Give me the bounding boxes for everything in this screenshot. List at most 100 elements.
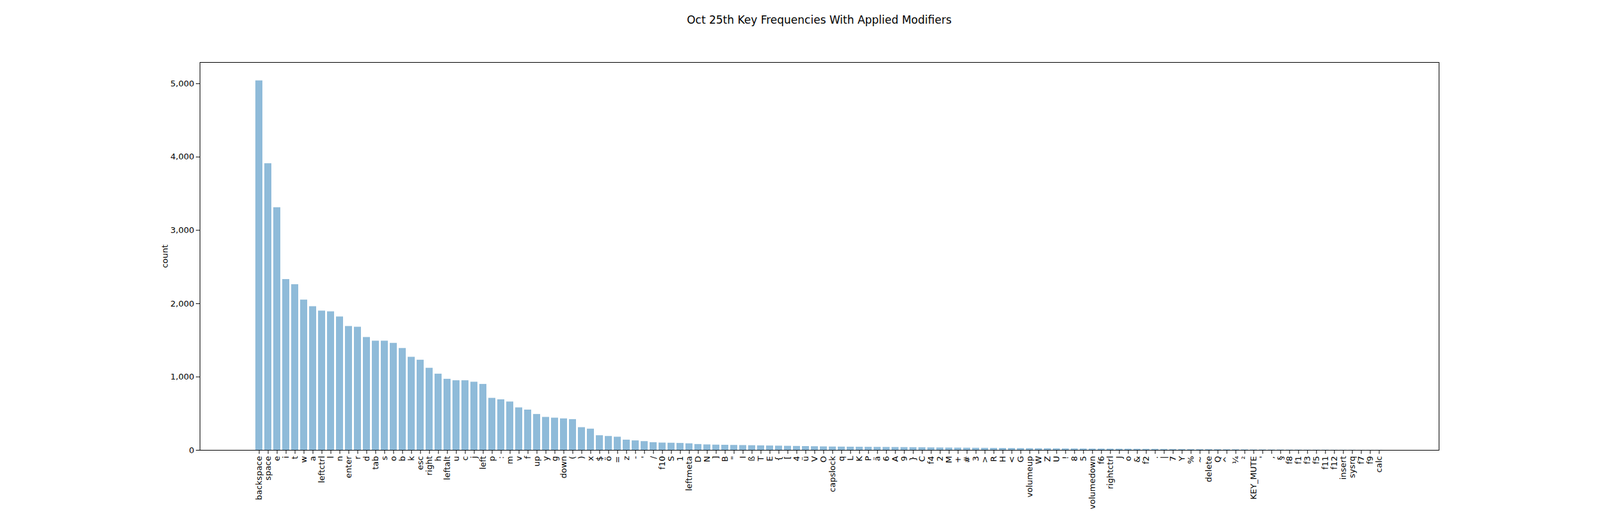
svg-text:volumeup: volumeup <box>1024 456 1035 498</box>
svg-text:P: P <box>863 455 873 461</box>
svg-text:f12: f12 <box>1329 456 1339 470</box>
svg-text:}: } <box>908 456 918 462</box>
svg-text:': ' <box>1257 456 1268 459</box>
svg-text:y: y <box>540 455 551 461</box>
svg-text:J: J <box>1114 456 1124 460</box>
svg-text:leftctrl: leftctrl <box>316 456 327 484</box>
svg-text::: : <box>496 456 506 459</box>
svg-text:f2: f2 <box>1141 456 1151 465</box>
svg-text:D: D <box>693 456 703 463</box>
svg-text:,: , <box>1266 456 1277 459</box>
svg-text:): ) <box>576 456 587 460</box>
svg-text:(: ( <box>567 456 578 460</box>
svg-text:Z: Z <box>1042 455 1053 462</box>
svg-text:I: I <box>737 456 748 459</box>
svg-text:g: g <box>549 456 560 462</box>
svg-text:5: 5 <box>1078 456 1088 462</box>
svg-text:f3: f3 <box>1302 456 1312 465</box>
svg-text:K: K <box>854 455 864 462</box>
svg-text:e: e <box>272 456 282 462</box>
svg-text:]: ] <box>711 456 721 460</box>
svg-text:r: r <box>352 455 363 460</box>
svg-text:T: T <box>755 455 766 462</box>
svg-text:d: d <box>361 456 372 462</box>
svg-text:#: # <box>961 456 972 464</box>
svg-text:1: 1 <box>675 456 685 462</box>
svg-text:f5: f5 <box>1311 456 1321 465</box>
svg-text:ß: ß <box>746 456 757 462</box>
svg-text:h: h <box>433 456 443 462</box>
svg-text:²: ² <box>1239 456 1250 460</box>
svg-text:right: right <box>424 456 434 477</box>
svg-text:O: O <box>818 456 829 463</box>
svg-text:f10: f10 <box>657 456 667 470</box>
svg-text:S: S <box>666 456 676 462</box>
svg-text:n: n <box>334 456 345 462</box>
svg-text:capslock: capslock <box>827 455 838 493</box>
svg-text:esc: esc <box>415 456 425 471</box>
svg-text:8: 8 <box>1069 456 1080 462</box>
svg-text:$: $ <box>594 456 605 462</box>
svg-text:z: z <box>621 455 632 461</box>
svg-text:%: % <box>1185 456 1196 464</box>
svg-text:{: { <box>773 456 784 462</box>
svg-text:7: 7 <box>1168 456 1178 462</box>
svg-text:enter: enter <box>343 455 354 479</box>
svg-text:calc: calc <box>1374 456 1384 473</box>
svg-text:j: j <box>469 456 479 460</box>
svg-text:up: up <box>531 456 542 468</box>
svg-text:A: A <box>890 455 900 462</box>
svg-text:[: [ <box>782 456 793 460</box>
svg-text:u: u <box>451 456 461 462</box>
svg-text:5,000: 5,000 <box>170 78 194 89</box>
svg-text:ä: ä <box>872 456 882 462</box>
svg-text:f7: f7 <box>1356 456 1366 465</box>
svg-text:f: f <box>522 455 533 459</box>
svg-text:+: + <box>952 456 963 464</box>
svg-text:count: count <box>160 244 170 269</box>
svg-text:w: w <box>298 455 309 463</box>
svg-text:<: < <box>1006 456 1017 464</box>
svg-text:&: & <box>1132 456 1142 463</box>
svg-text:c: c <box>460 456 470 461</box>
svg-text:tab: tab <box>370 456 381 470</box>
svg-text:¼: ¼ <box>1230 455 1241 464</box>
svg-text:o: o <box>388 455 399 461</box>
svg-text:.: . <box>1150 456 1160 459</box>
svg-text:~: ~ <box>1194 456 1205 464</box>
svg-text:i: i <box>280 456 291 459</box>
svg-text:3: 3 <box>970 456 981 462</box>
svg-text:f4: f4 <box>926 456 936 465</box>
svg-text:f8: f8 <box>1284 456 1295 465</box>
svg-text:2,000: 2,000 <box>170 298 194 309</box>
svg-text:t: t <box>289 456 300 460</box>
svg-text:0: 0 <box>188 445 194 456</box>
svg-text:E: E <box>764 456 775 462</box>
svg-text:§: § <box>1275 456 1286 461</box>
svg-text:o: o <box>1123 455 1133 461</box>
svg-text:H: H <box>997 456 1008 463</box>
svg-text:backspace: backspace <box>254 455 264 500</box>
svg-text:ö: ö <box>603 455 614 461</box>
svg-text:=: = <box>612 456 623 464</box>
svg-text:k: k <box>406 455 416 461</box>
svg-text:V: V <box>809 455 820 462</box>
svg-text:b: b <box>397 456 408 462</box>
svg-text:delete: delete <box>1203 456 1214 483</box>
svg-text:L: L <box>845 455 856 461</box>
svg-text:U: U <box>1051 456 1062 463</box>
svg-text:": " <box>728 456 739 461</box>
svg-text:x: x <box>585 455 596 461</box>
svg-text:C: C <box>917 456 927 463</box>
svg-text:rightctrl: rightctrl <box>1105 456 1115 490</box>
svg-text:Y: Y <box>1176 455 1187 462</box>
svg-text:G: G <box>1015 456 1026 463</box>
svg-text:KEY_MUTE: KEY_MUTE <box>1248 456 1259 500</box>
svg-text:p: p <box>487 456 497 462</box>
svg-text:N: N <box>702 456 712 463</box>
svg-text:m: m <box>504 456 515 465</box>
svg-text:|: | <box>1159 456 1169 459</box>
svg-text:^: ^ <box>1221 456 1232 464</box>
svg-text:f9: f9 <box>1365 456 1375 465</box>
svg-text:-: - <box>630 455 640 459</box>
